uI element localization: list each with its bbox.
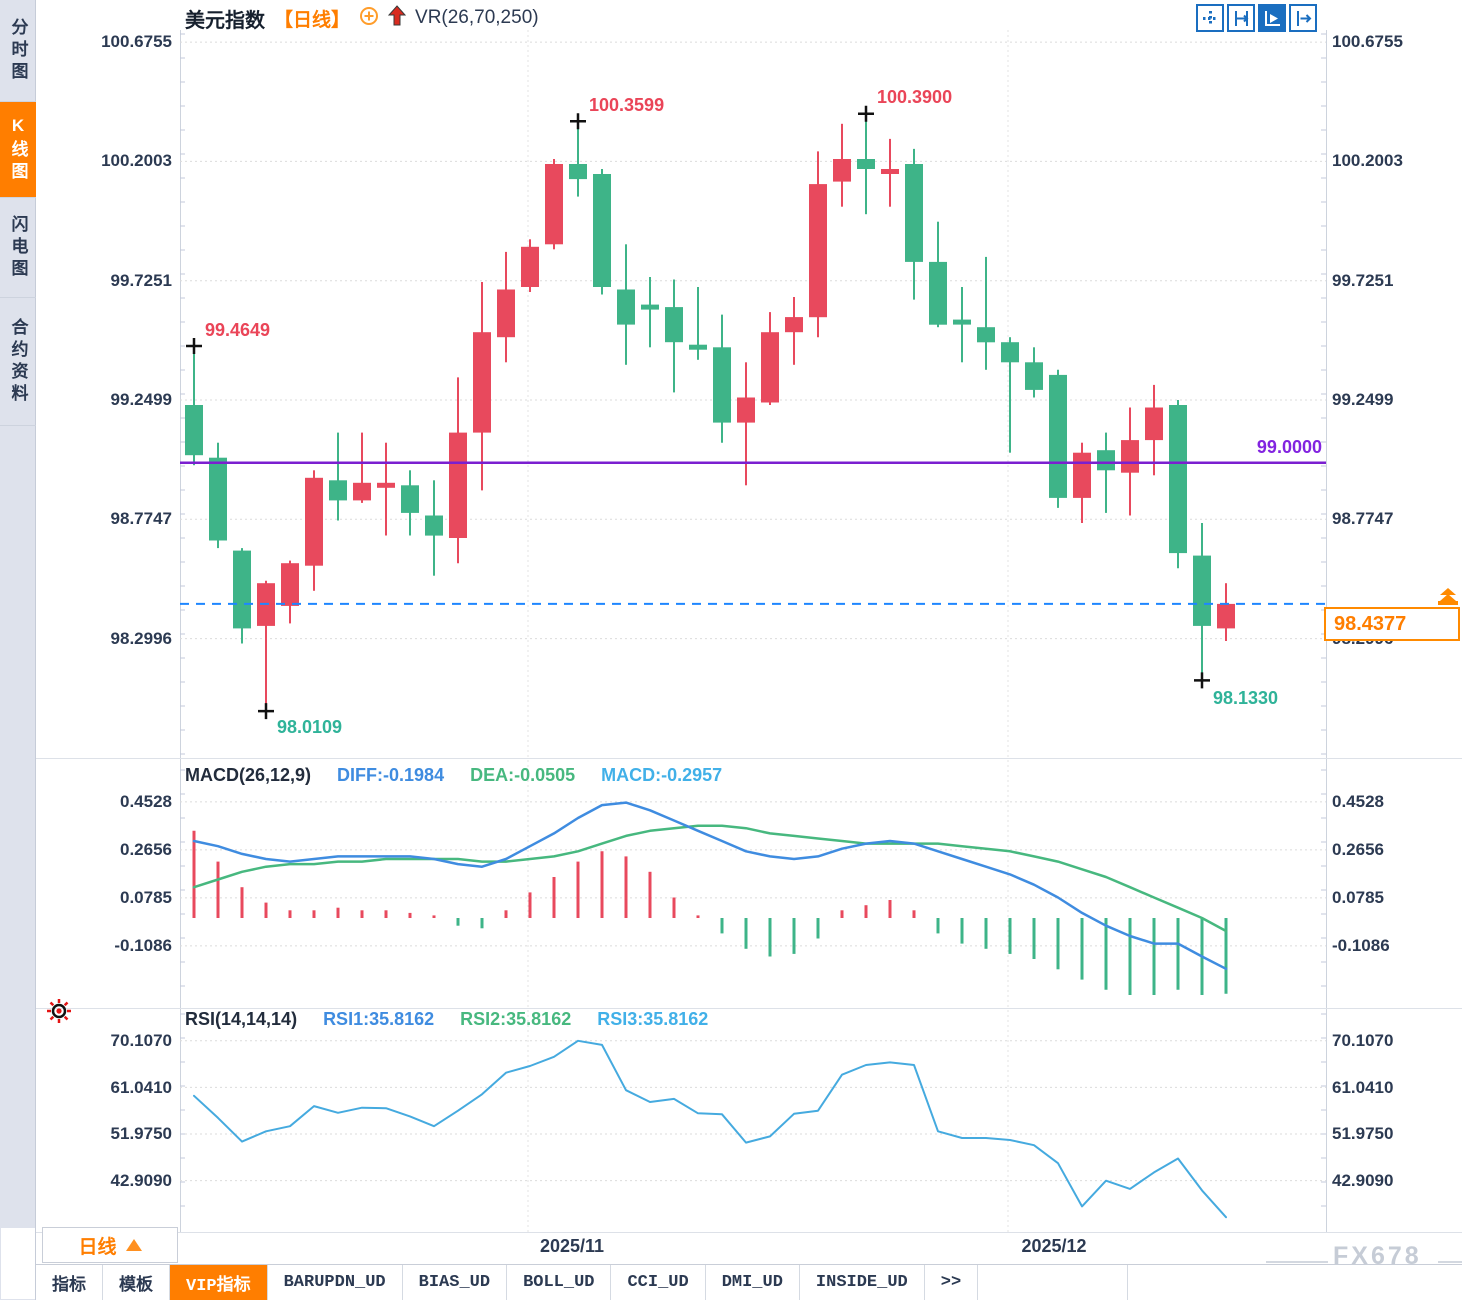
add-circle-icon[interactable] — [359, 6, 379, 31]
rsi3-value: RSI3:35.8162 — [597, 1009, 709, 1029]
annotation-last-low: 98.1330 — [1213, 688, 1279, 708]
rsi2-value: RSI2:35.8162 — [460, 1009, 572, 1029]
rsi-title: RSI(14,14,14) — [185, 1009, 298, 1029]
plot-left-border — [180, 30, 181, 1232]
rsi-y-label: 61.0410 — [110, 1078, 172, 1097]
main-y-label: 98.7747 — [110, 509, 172, 528]
macd-y-label: -0.1086 — [114, 936, 172, 955]
vr-indicator-label: VR(26,70,250) — [415, 7, 539, 28]
macd-dea-value: DEA:-0.0505 — [470, 765, 576, 785]
rsi-y-label: 51.9750 — [1332, 1124, 1394, 1143]
tab-boll-ud[interactable]: BOLL_UD — [507, 1265, 612, 1300]
macd-y-label: 0.4528 — [1332, 792, 1384, 811]
tab-templates[interactable]: 模板 — [103, 1265, 170, 1300]
chart-title-row: 美元指数 【日线】 VR(26,70,250) — [185, 4, 539, 32]
main-y-label: 99.7251 — [110, 271, 172, 290]
main-y-label: 98.2996 — [110, 629, 172, 648]
x-axis-label: 2025/11 — [539, 1236, 605, 1256]
macd-title: MACD(26,12,9) — [185, 765, 312, 785]
tab-cci-ud[interactable]: CCI_UD — [611, 1265, 706, 1300]
panel-separator — [36, 758, 1462, 759]
main-y-label: 100.6755 — [101, 32, 172, 51]
tab-barupdn-ud[interactable]: BARUPDN_UD — [268, 1265, 403, 1300]
watermark-line — [1438, 1261, 1462, 1263]
rsi-y-label: 61.0410 — [1332, 1078, 1394, 1097]
tab-vip-indicators[interactable]: VIP指标 — [170, 1265, 268, 1300]
rsi-y-label: 42.9090 — [110, 1171, 172, 1190]
main-y-label: 98.7747 — [1332, 509, 1394, 528]
main-y-label: 99.2499 — [110, 390, 172, 409]
main-y-label: 100.2003 — [101, 151, 172, 170]
macd-y-label: 0.2656 — [1332, 840, 1384, 859]
tab-bias-ud[interactable]: BIAS_UD — [403, 1265, 508, 1300]
annotation-first-low: 98.0109 — [277, 717, 343, 737]
tab-indicators[interactable]: 指标 — [36, 1265, 103, 1300]
period-dropdown-button[interactable]: 日线 — [42, 1227, 178, 1263]
sidebar-bottom-box — [1, 1228, 35, 1299]
horizontal-line-label: 99.0000 — [1256, 437, 1322, 457]
indicator-tab-bar: 指标 模板 VIP指标 BARUPDN_UD BIAS_UD BOLL_UD C… — [36, 1264, 1462, 1300]
macd-y-label: 0.0785 — [120, 888, 172, 907]
main-y-label: 99.7251 — [1332, 271, 1394, 290]
macd-macd-value: MACD:-0.2957 — [601, 765, 723, 785]
pan-crosshair-icon[interactable] — [1196, 4, 1224, 32]
rsi-y-label: 70.1070 — [110, 1031, 172, 1050]
main-y-label: 100.2003 — [1332, 151, 1403, 170]
panel-separator — [36, 1232, 1462, 1233]
macd-y-label: -0.1086 — [1332, 936, 1390, 955]
chart-toolbar — [1196, 4, 1317, 32]
sun-burst-icon[interactable] — [46, 998, 72, 1029]
main-y-label: 100.6755 — [1332, 32, 1403, 51]
main-y-label: 99.2499 — [1332, 390, 1394, 409]
macd-diff-value: DIFF:-0.1984 — [337, 765, 445, 785]
fit-axes-icon[interactable] — [1227, 4, 1255, 32]
tab-dmi-ud[interactable]: DMI_UD — [706, 1265, 800, 1300]
panel-separator — [36, 1008, 1462, 1009]
period-dropdown-label: 日线 — [78, 1236, 117, 1258]
last-price-box: 98.4377 — [1324, 607, 1460, 641]
macd-y-label: 0.2656 — [120, 840, 172, 859]
sidebar-item-contract-info[interactable]: 合约资料 — [0, 298, 36, 426]
tab-inside-ud[interactable]: INSIDE_UD — [800, 1265, 925, 1300]
sidebar-item-kline-chart[interactable]: K线图 — [0, 102, 36, 198]
macd-y-label: 0.4528 — [120, 792, 172, 811]
tab-spacer — [978, 1265, 1129, 1300]
annotation-first-high: 99.4649 — [205, 320, 271, 340]
sidebar-item-timeline-chart[interactable]: 分时图 — [0, 0, 36, 102]
tab-more-button[interactable]: >> — [925, 1265, 979, 1300]
rsi-header: RSI(14,14,14) RSI1:35.8162 RSI2:35.8162 … — [185, 1009, 708, 1030]
sidebar-item-flash-chart[interactable]: 闪电图 — [0, 198, 36, 298]
x-axis-label: 2025/12 — [1021, 1236, 1087, 1256]
auto-follow-icon[interactable] — [1258, 4, 1286, 32]
rsi1-value: RSI1:35.8162 — [323, 1009, 435, 1029]
watermark-line — [1266, 1261, 1328, 1263]
rsi-y-label: 51.9750 — [110, 1124, 172, 1143]
rsi-y-label: 42.9090 — [1332, 1171, 1394, 1190]
dropdown-triangle-icon — [125, 1239, 142, 1251]
up-arrow-icon[interactable] — [387, 4, 407, 32]
annotation-peak1: 100.3599 — [589, 95, 665, 115]
macd-y-label: 0.0785 — [1332, 888, 1384, 907]
price-up-arrow-icon — [1437, 588, 1459, 606]
annotation-peak2: 100.3900 — [877, 87, 953, 107]
jump-to-latest-icon[interactable] — [1289, 4, 1317, 32]
symbol-title: 美元指数 — [185, 9, 265, 32]
period-tag: 【日线】 — [274, 9, 351, 31]
macd-header: MACD(26,12,9) DIFF:-0.1984 DEA:-0.0505 M… — [185, 765, 722, 786]
left-sidebar: 分时图 K线图 闪电图 合约资料 — [0, 0, 36, 1300]
rsi-y-label: 70.1070 — [1332, 1031, 1394, 1050]
